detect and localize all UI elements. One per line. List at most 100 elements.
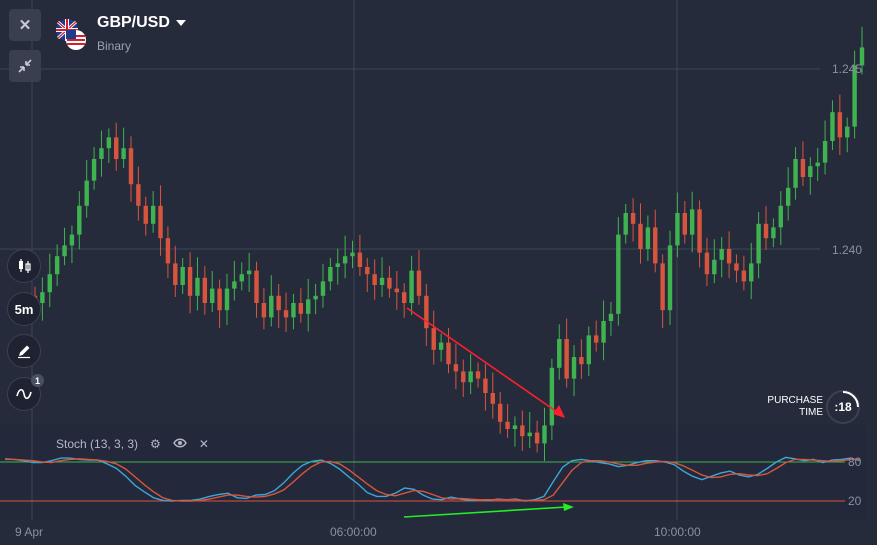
candle-body (431, 328, 436, 350)
candle-body (461, 371, 466, 383)
stoch-level-label: 20 (848, 494, 862, 508)
candle-body (653, 227, 658, 264)
candle-body (99, 148, 104, 159)
candle-body (320, 281, 326, 296)
candle-body (756, 223, 761, 264)
timeframe-button[interactable]: 5m (7, 292, 41, 326)
candle-body (704, 252, 710, 275)
candle-body (401, 292, 407, 303)
candle-body (571, 357, 577, 379)
candle-body (763, 223, 769, 239)
asset-flag (54, 17, 88, 51)
candle-body (616, 234, 621, 314)
purchase-timer-arc (842, 391, 859, 408)
candle-body (667, 245, 673, 311)
candle-body (165, 238, 171, 264)
stoch-level-label: 80 (848, 455, 862, 469)
gear-icon[interactable]: ⚙ (150, 437, 161, 451)
candle-body (475, 371, 481, 379)
candle-body (202, 277, 208, 303)
candle-body (630, 213, 636, 224)
candle-body (520, 425, 525, 437)
candle-body (106, 137, 112, 149)
candle-body (490, 393, 496, 404)
candle-body (232, 281, 237, 289)
price-label: 1.240 (832, 243, 863, 257)
wave-icon (16, 388, 32, 400)
candle-body (210, 288, 215, 303)
candle-body (387, 277, 392, 289)
candle-body (675, 213, 680, 246)
draw-tools-button[interactable] (7, 334, 41, 368)
eye-icon[interactable] (172, 437, 187, 451)
candle-body (808, 166, 813, 177)
candle-body (187, 267, 193, 296)
candle-body (534, 432, 540, 444)
candle-body (150, 205, 156, 224)
indicator-name: Stoch (13, 3, 3) (56, 437, 139, 451)
candle-body (246, 270, 252, 275)
candle-body (217, 288, 222, 311)
candlestick-icon (19, 259, 31, 273)
candle-body (483, 378, 488, 393)
candle-body (180, 267, 185, 285)
candle-body (40, 292, 45, 303)
candle-body (837, 112, 843, 138)
candle-body (453, 364, 459, 372)
candle-body (446, 342, 451, 365)
candle-body (771, 227, 776, 239)
asset-pair-label: GBP/USD (97, 14, 170, 31)
candle-body (815, 162, 820, 167)
purchase-timer-value: :18 (834, 400, 852, 414)
candle-body (542, 425, 547, 444)
candle-body (689, 209, 695, 235)
candle-body (564, 339, 569, 379)
candle-body (800, 159, 806, 177)
candle-body (424, 295, 429, 329)
candle-body (158, 205, 163, 239)
candle-body (239, 274, 244, 282)
candle-body (77, 205, 82, 235)
candle-body (350, 252, 355, 257)
candle-body (394, 288, 400, 293)
stoch-series-line (5, 458, 860, 502)
candle-body (593, 335, 599, 343)
candle-body (845, 126, 850, 138)
close-button[interactable]: ✕ (9, 9, 41, 41)
candle-body (608, 313, 614, 321)
candle-body (372, 274, 377, 285)
indicators-button[interactable]: 1 (7, 374, 44, 411)
candle-body (195, 277, 200, 296)
candle-body (143, 205, 148, 224)
chart-type-button[interactable] (7, 249, 41, 283)
time-label: 06:00:00 (330, 525, 377, 539)
candle-body (261, 303, 267, 318)
candle-body (778, 205, 783, 228)
arrowhead-icon (553, 405, 565, 418)
candle-body (682, 213, 687, 235)
trend-annotation-line (406, 307, 561, 415)
candle-body (313, 295, 318, 300)
candle-body (645, 227, 651, 249)
candle-body (726, 249, 732, 264)
collapse-button[interactable] (9, 50, 41, 82)
candle-body (697, 209, 702, 253)
candle-body (859, 47, 865, 66)
asset-selector[interactable]: GBP/USD (97, 14, 186, 32)
pencil-icon (18, 345, 30, 359)
candle-body (283, 310, 289, 318)
candle-body (749, 263, 754, 282)
candle-body (785, 187, 791, 206)
candle-body (497, 403, 503, 422)
candle-body (114, 137, 119, 159)
asset-type-label: Binary (97, 39, 132, 53)
candle-body (512, 425, 518, 429)
candle-body (379, 277, 385, 285)
candle-body (623, 213, 628, 235)
candle-body (291, 303, 296, 318)
close-icon[interactable]: ✕ (198, 437, 209, 451)
timeframe-label: 5m (14, 301, 34, 317)
candle-body (579, 357, 584, 365)
